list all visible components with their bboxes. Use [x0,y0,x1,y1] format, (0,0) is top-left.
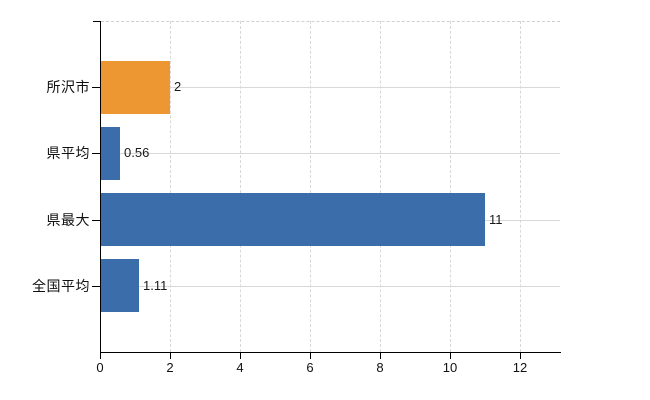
category-gridline [101,87,560,88]
x-axis-tick-label: 8 [376,360,384,375]
x-axis-tick [520,352,522,359]
category-label: 県平均 [46,145,90,161]
category-label: 所沢市 [46,79,90,95]
x-axis-tick-label: 6 [306,360,314,375]
bar-national-avg[interactable] [101,259,139,312]
category-gridline [101,286,560,287]
x-axis-line [100,352,561,353]
y-axis-tick [92,87,100,88]
value-label: 11 [489,212,503,227]
y-axis-tick [92,153,100,154]
plot-top-gridline [101,21,560,22]
y-axis-end-tick [93,21,101,22]
y-axis-tick [92,286,100,287]
x-gridline [240,21,241,352]
bar-pref-max[interactable] [101,193,485,246]
y-axis-line [100,21,101,359]
bar-tokorozawa[interactable] [101,61,170,114]
x-axis-tick [380,352,382,359]
x-axis-tick-label: 2 [166,360,174,375]
x-axis-tick [450,352,452,359]
x-axis-tick-label: 0 [96,360,104,375]
x-gridline [450,21,452,352]
x-gridline [380,21,382,352]
x-gridline [520,21,522,352]
x-axis-tick [170,352,171,359]
x-gridline [170,21,171,352]
category-label: 県最大 [46,212,90,228]
category-gridline [101,153,560,154]
value-label: 1.11 [143,278,168,293]
category-label: 全国平均 [32,278,90,294]
y-axis-tick [92,220,100,221]
x-axis-tick-label: 10 [442,360,458,375]
x-axis-tick-label: 4 [236,360,244,375]
value-label: 0.56 [124,145,150,160]
bar-pref-avg[interactable] [101,127,120,180]
x-axis-tick-label: 12 [512,360,528,375]
value-label: 2 [174,79,182,94]
x-gridline [310,21,312,352]
x-axis-tick [240,352,241,359]
x-axis-tick [310,352,312,359]
